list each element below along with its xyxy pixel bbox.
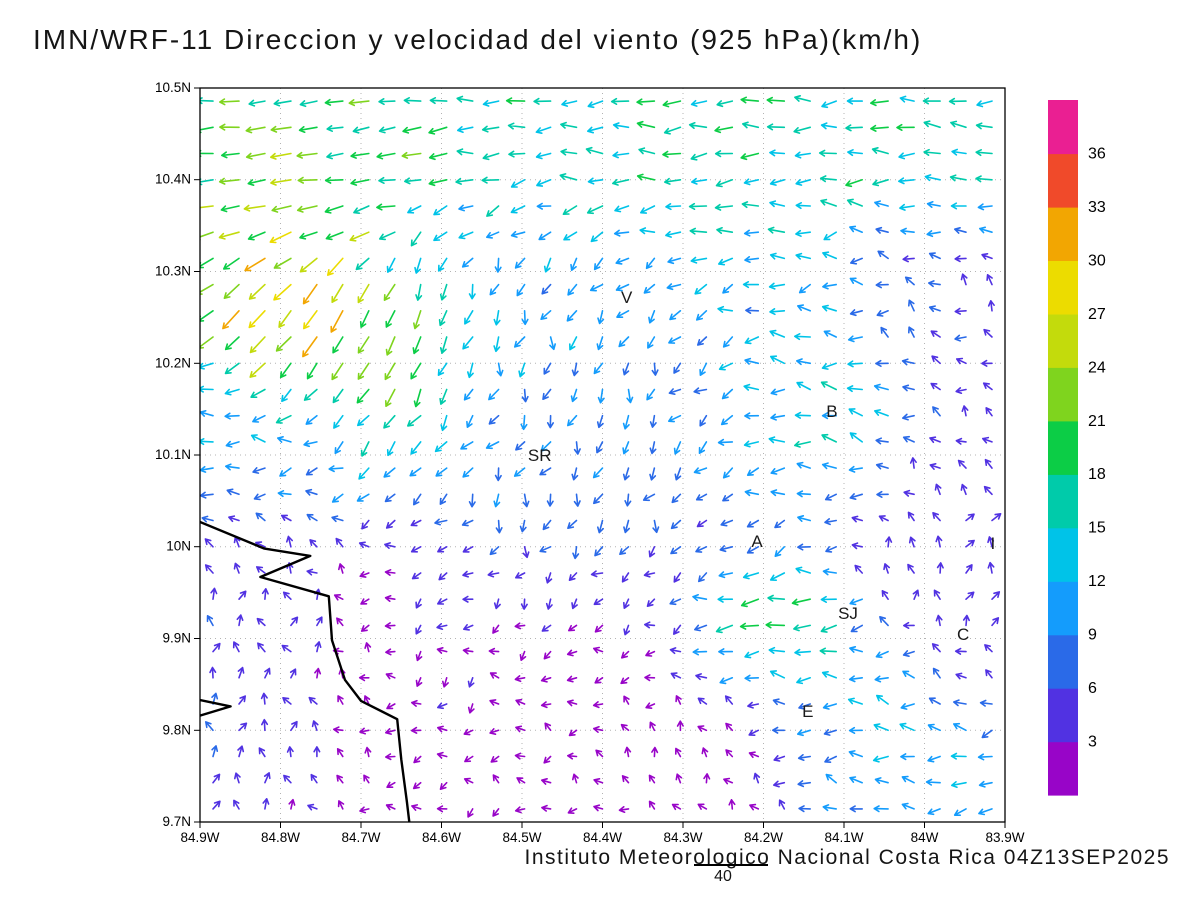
grid-lines — [200, 88, 1005, 822]
svg-text:SJ: SJ — [838, 604, 858, 623]
svg-text:12: 12 — [1088, 573, 1106, 590]
svg-text:84.5W: 84.5W — [502, 830, 541, 845]
svg-text:84.8W: 84.8W — [261, 830, 300, 845]
svg-text:30: 30 — [1088, 252, 1106, 269]
svg-text:84.9W: 84.9W — [180, 830, 219, 845]
svg-text:84W: 84W — [911, 830, 939, 845]
svg-text:9.8N: 9.8N — [162, 722, 191, 737]
footer-credit: Instituto Meteorologico Nacional Costa R… — [524, 846, 1170, 869]
svg-text:84.3W: 84.3W — [663, 830, 702, 845]
svg-text:36: 36 — [1088, 146, 1106, 163]
reference-vector-line — [694, 864, 768, 866]
svg-text:A: A — [751, 532, 763, 551]
svg-text:84.4W: 84.4W — [583, 830, 622, 845]
svg-text:B: B — [826, 402, 837, 421]
svg-text:10.5N: 10.5N — [155, 80, 191, 95]
svg-text:15: 15 — [1088, 520, 1106, 537]
svg-text:10.3N: 10.3N — [155, 264, 191, 279]
chart-title: IMN/WRF-11 Direccion y velocidad del vie… — [33, 24, 923, 55]
axis-ticks — [194, 87, 1006, 828]
svg-text:V: V — [621, 288, 633, 307]
plot-frame — [199, 87, 1006, 823]
svg-text:SR: SR — [528, 446, 552, 465]
svg-text:9.7N: 9.7N — [162, 814, 191, 829]
svg-text:27: 27 — [1088, 306, 1106, 323]
svg-text:84.2W: 84.2W — [744, 830, 783, 845]
svg-text:I: I — [991, 534, 996, 553]
svg-text:10N: 10N — [166, 539, 191, 554]
svg-text:9.9N: 9.9N — [162, 631, 191, 646]
svg-text:83.9W: 83.9W — [985, 830, 1024, 845]
svg-text:24: 24 — [1088, 359, 1106, 376]
svg-text:18: 18 — [1088, 466, 1106, 483]
svg-text:3: 3 — [1088, 734, 1097, 751]
reference-vector-label: 40 — [714, 868, 732, 885]
svg-text:84.7W: 84.7W — [341, 830, 380, 845]
svg-text:21: 21 — [1088, 413, 1106, 430]
svg-text:E: E — [802, 702, 813, 721]
svg-text:10.1N: 10.1N — [155, 447, 191, 462]
svg-text:10.4N: 10.4N — [155, 172, 191, 187]
svg-text:33: 33 — [1088, 199, 1106, 216]
svg-text:6: 6 — [1088, 680, 1097, 697]
axis-labels: 84.9W 84.8W 84.7W 84.6W 84.5W 84.4W 84.3W 84.2W… — [155, 80, 1025, 845]
wind-arrows — [200, 95, 1002, 818]
svg-text:84.6W: 84.6W — [422, 830, 461, 845]
svg-text:9: 9 — [1088, 627, 1097, 644]
svg-text:10.2N: 10.2N — [155, 355, 191, 370]
coastline — [200, 520, 411, 822]
svg-text:C: C — [957, 625, 969, 644]
city-labels: V SR B A SJ C E I — [528, 288, 995, 721]
svg-text:84.1W: 84.1W — [824, 830, 863, 845]
